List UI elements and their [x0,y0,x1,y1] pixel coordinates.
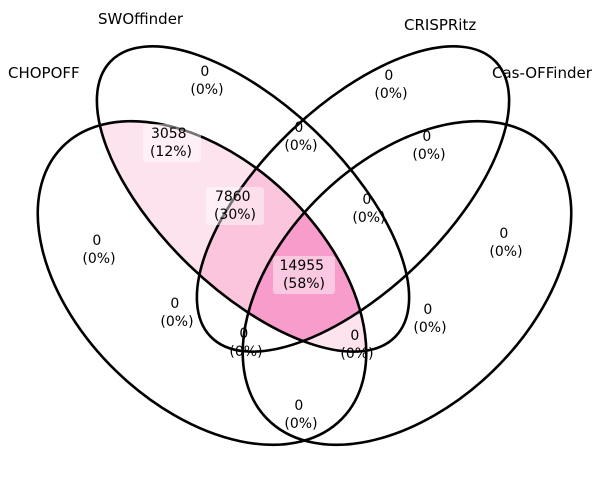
region-label-chopoff-crispritz-casoffinder: 0 (0%) [229,326,262,360]
region-label-chopoff-swoffinder-crispritz: 7860 (30%) [214,189,256,223]
region-label-swoffinder-crispritz-casoffinder: 0 (0%) [352,192,385,226]
set-ellipse-chopoff [36,119,368,447]
region-label-swoffinder-casoffinder: 0 (0%) [413,302,446,336]
set-label-chopoff: CHOPOFF [8,64,80,82]
region-label-crispritz-only: 0 (0%) [374,68,407,102]
set-ellipse-crispritz [195,45,511,353]
region-label-casoffinder-only: 0 (0%) [489,226,522,260]
set-label-casoffinder: Cas-OFFinder [492,64,593,82]
set-ellipse-swoffinder [95,45,411,353]
label-bg-abcd [273,256,335,294]
region-label-all-four: 14955 (58%) [280,258,329,292]
set-label-crispritz: CRISPRitz [404,16,476,34]
set-label-swoffinder: SWOffinder [98,10,184,28]
label-bg-abc [206,187,264,225]
region-label-chopoff-swoffinder: 3058 (12%) [150,126,192,160]
region-label-chopoff-casoffinder: 0 (0%) [284,398,317,432]
region-label-swoffinder-crispritz: 0 (0%) [284,120,317,154]
region-label-chopoff-swoffinder-casoffinder: 0 (0%) [340,328,373,362]
label-bg-ab [143,124,201,162]
region-label-crispritz-casoffinder: 0 (0%) [412,129,445,163]
set-ellipse-casoffinder [241,119,573,447]
region-label-chopoff-crispritz: 0 (0%) [160,296,193,330]
region-label-swoffinder-only: 0 (0%) [190,64,223,98]
region-label-chopoff-only: 0 (0%) [82,233,115,267]
